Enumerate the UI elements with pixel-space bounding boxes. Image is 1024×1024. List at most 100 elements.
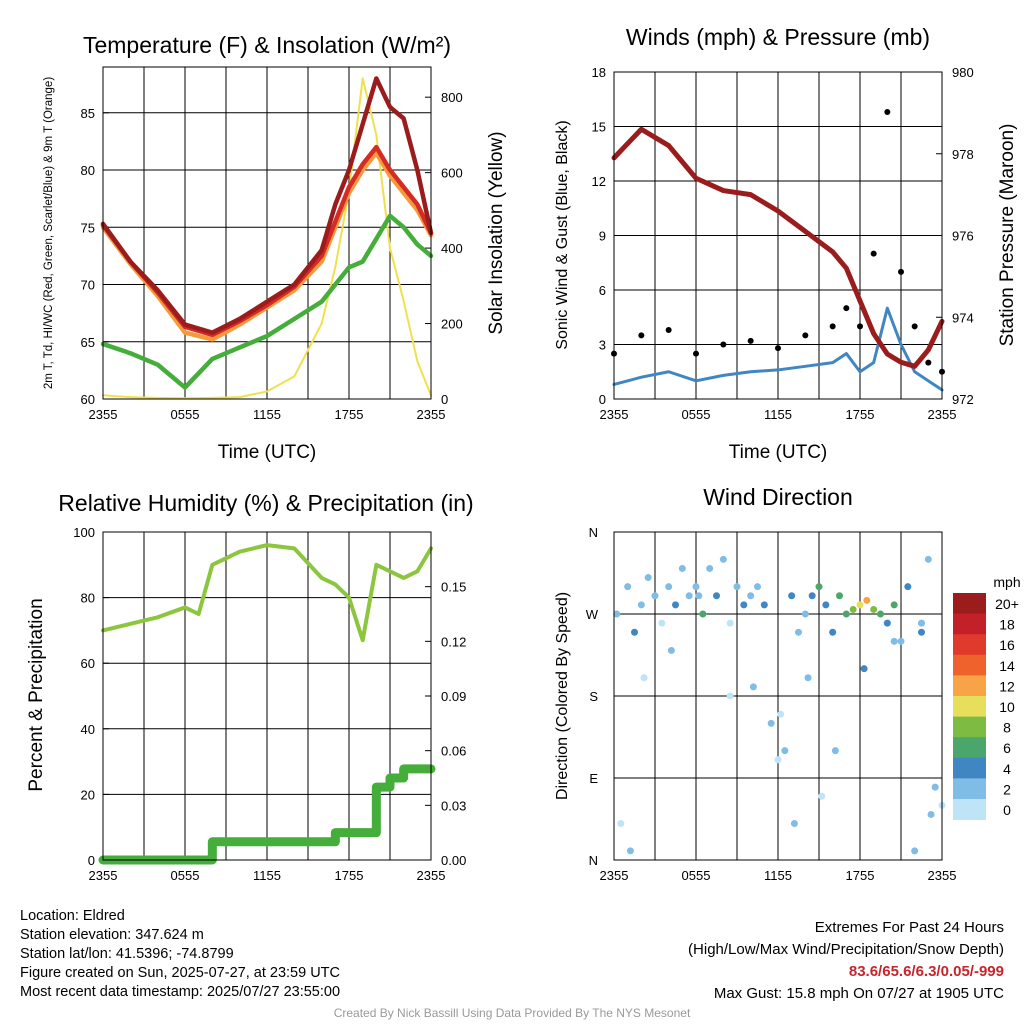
wind-left-axis-label: Sonic Wind & Gust (Blue, Black) <box>554 120 571 349</box>
legend-swatch <box>953 778 986 800</box>
direction-tick-label: N <box>589 525 598 540</box>
x-tick-label: 0555 <box>171 868 200 883</box>
legend-label: 4 <box>1003 761 1011 777</box>
y-tick-label: 85 <box>81 106 95 121</box>
y2-tick-label: 800 <box>441 90 463 105</box>
y2-tick-label: 976 <box>952 229 974 244</box>
y-tick-label: 0 <box>599 392 606 407</box>
y-tick-label: 20 <box>81 787 95 802</box>
direction-tick-label: N <box>589 853 598 868</box>
y-tick-label: 100 <box>73 525 95 540</box>
direction-point <box>706 564 714 572</box>
x-tick-label: 0555 <box>682 407 711 422</box>
y2-tick-label: 0 <box>441 392 448 407</box>
direction-point <box>790 820 798 828</box>
y2-tick-label: 974 <box>952 310 974 325</box>
direction-point <box>822 601 830 609</box>
x-tick-label: 1755 <box>335 407 364 422</box>
rh-panel-title: Relative Humidity (%) & Precipitation (i… <box>58 490 473 516</box>
x-tick-label: 2355 <box>600 868 629 883</box>
legend-swatch <box>953 654 986 676</box>
direction-point <box>890 601 898 609</box>
extremes-box: Extremes For Past 24 Hours (High/Low/Max… <box>688 917 1004 1005</box>
y2-tick-label: 400 <box>441 241 463 256</box>
direction-point <box>836 592 843 600</box>
legend-swatch <box>953 613 986 635</box>
gust-point <box>911 323 918 330</box>
direction-point <box>613 610 621 618</box>
temperature-9m-line <box>100 150 434 342</box>
gust-point <box>693 350 699 357</box>
gust-point <box>720 341 727 348</box>
insolation-line <box>102 77 432 400</box>
station-location: Location: Eldred <box>20 908 125 924</box>
x-tick-label: 1155 <box>764 868 792 883</box>
direction-point <box>644 574 652 582</box>
legend-swatch <box>953 593 986 614</box>
direction-point <box>658 619 666 627</box>
y2-tick-label: 600 <box>441 166 463 181</box>
direction-point <box>774 756 782 764</box>
direction-point <box>699 610 707 618</box>
direction-tick-label: E <box>589 771 598 786</box>
direction-point <box>781 747 789 755</box>
extremes-subtitle: (High/Low/Max Wind/Precipitation/Snow De… <box>688 941 1004 958</box>
credit-line: Created By Nick Bassill Using Data Provi… <box>333 1006 691 1020</box>
wind-panel-title: Winds (mph) & Pressure (mb) <box>626 24 930 50</box>
x-tick-label: 0555 <box>171 407 200 422</box>
y-tick-label: 18 <box>592 65 606 80</box>
legend-label: 8 <box>1003 720 1011 736</box>
direction-point <box>931 783 939 791</box>
recent-timestamp: Most recent data timestamp: 2025/07/27 2… <box>20 984 341 1000</box>
direction-point <box>918 619 925 627</box>
y2-tick-label: 0.09 <box>441 689 466 704</box>
y2-tick-label: 200 <box>441 317 463 332</box>
y-tick-label: 80 <box>81 163 95 178</box>
direction-point <box>911 847 919 855</box>
direction-point <box>692 583 700 591</box>
legend-label: 0 <box>1003 802 1011 818</box>
direction-point <box>795 628 802 636</box>
legend-swatch <box>953 675 986 697</box>
direction-point <box>640 674 648 682</box>
direction-point <box>685 592 693 600</box>
wind-x-axis-label: Time (UTC) <box>729 442 828 463</box>
direction-point <box>754 583 761 591</box>
x-tick-label: 2355 <box>417 868 446 883</box>
direction-point <box>749 683 757 691</box>
legend-label: 2 <box>1003 781 1011 797</box>
legend-label: 12 <box>999 678 1015 694</box>
direction-point <box>777 710 785 718</box>
relative-humidity-line <box>101 543 433 643</box>
y-tick-label: 9 <box>599 229 606 244</box>
direction-point <box>808 592 816 600</box>
temperature-left-axis-label: 2m T, Td, HI/WC (Red, Green, Scarlet/Blu… <box>43 77 55 389</box>
pressure-line <box>611 126 945 369</box>
extremes-title: Extremes For Past 24 Hours <box>814 919 1004 936</box>
y-tick-label: 40 <box>81 722 95 737</box>
direction-point <box>733 583 741 591</box>
direction-left-axis-label: Direction (Colored By Speed) <box>554 592 571 800</box>
speed-legend: 20+ 18 16 14 12 10 8 6 4 2 0 <box>953 593 1019 820</box>
y-tick-label: 12 <box>592 174 606 189</box>
direction-point <box>870 605 878 613</box>
x-tick-label: 1155 <box>253 868 281 883</box>
x-tick-label: 1755 <box>335 868 364 883</box>
y-tick-label: 80 <box>81 591 95 606</box>
plot-frame-0 <box>102 66 432 400</box>
direction-point <box>829 628 837 636</box>
wind-right-axis-label: Station Pressure (Maroon) <box>997 124 1018 347</box>
gust-point <box>898 268 904 275</box>
direction-point <box>788 592 796 600</box>
direction-point <box>863 596 871 604</box>
max-gust: Max Gust: 15.8 mph On 07/27 at 1905 UTC <box>713 985 1004 1002</box>
temperature-x-axis-label: Time (UTC) <box>218 442 317 463</box>
legend-label: 16 <box>999 637 1015 653</box>
direction-point <box>918 628 925 636</box>
direction-point <box>897 637 905 645</box>
legend-label: 10 <box>999 699 1015 715</box>
legend-swatch <box>953 757 986 779</box>
direction-point <box>860 665 868 673</box>
y-tick-label: 15 <box>592 120 606 135</box>
